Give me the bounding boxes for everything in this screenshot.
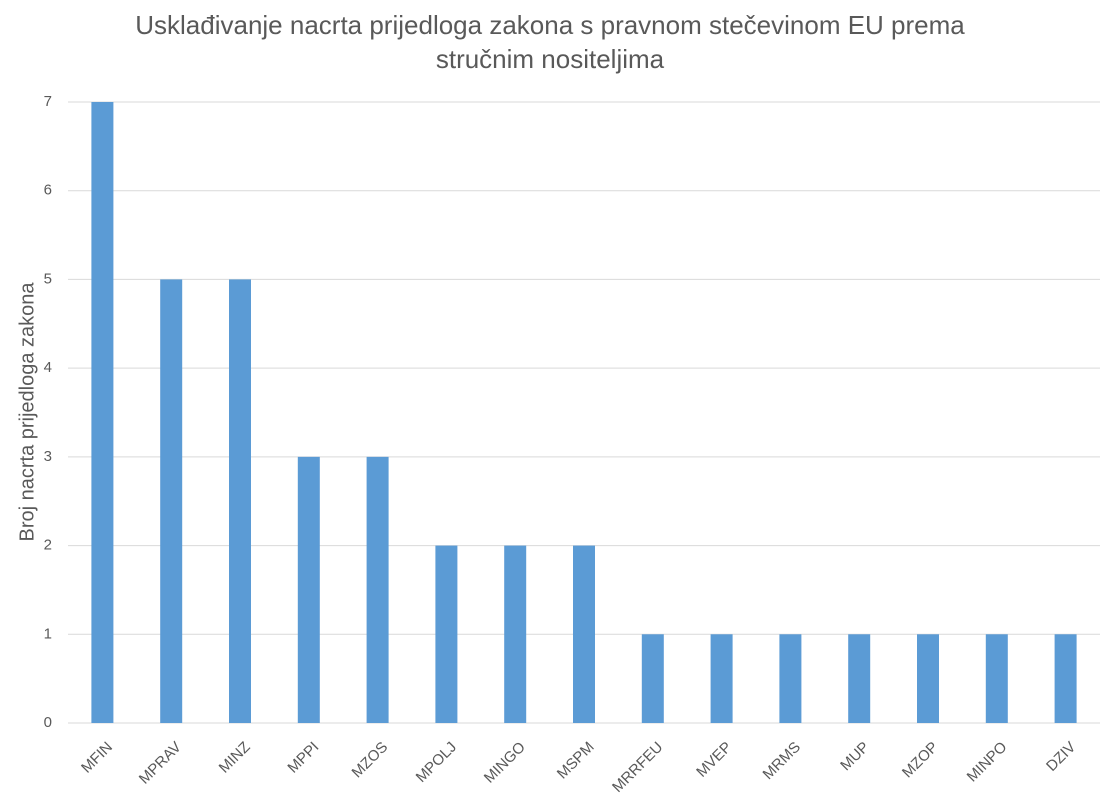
bar	[297, 456, 320, 723]
bar	[710, 634, 733, 723]
bar	[366, 456, 389, 723]
y-tick-label: 4	[44, 359, 52, 376]
y-tick-label: 6	[44, 182, 52, 199]
x-tick-label: MPOLJ	[413, 739, 460, 786]
x-tick-label: MZOS	[349, 739, 392, 782]
x-tick-label: DZIV	[1043, 739, 1079, 775]
x-tick-label: MRRFEU	[609, 739, 666, 796]
x-tick-label: MSPM	[554, 739, 598, 783]
x-tick-label: MUP	[837, 739, 873, 775]
bar	[229, 279, 251, 723]
x-tick-label: MINGO	[481, 739, 529, 787]
y-tick-label: 2	[44, 537, 52, 554]
bar	[779, 634, 802, 723]
x-tick-label: MRMS	[760, 739, 804, 783]
y-tick-label: 3	[44, 448, 52, 465]
y-tick-label: 1	[44, 625, 52, 642]
chart-title: Usklađivanje nacrta prijedloga zakona s …	[135, 10, 965, 74]
bar	[641, 634, 664, 723]
bar	[848, 634, 871, 723]
x-tick-label: MINZ	[216, 739, 254, 777]
x-tick-label: MPRAV	[136, 739, 185, 788]
y-tick-label: 5	[44, 270, 52, 287]
bar	[91, 102, 114, 723]
x-tick-label: MPPI	[284, 739, 322, 777]
bar	[160, 279, 183, 723]
bar	[917, 634, 939, 723]
x-tick-label: MVEP	[693, 739, 735, 781]
x-tick-label: MZOP	[899, 739, 942, 782]
y-tick-label: 0	[44, 714, 52, 731]
bar	[573, 545, 595, 723]
bar	[1054, 634, 1077, 723]
x-tick-label: MFIN	[78, 739, 116, 777]
y-tick-label: 7	[44, 93, 52, 110]
bar	[435, 545, 458, 723]
y-axis-label: Broj nacrta prijedloga zakona	[16, 282, 38, 542]
bar	[504, 545, 527, 723]
x-tick-label: MINPO	[964, 739, 1011, 786]
bar	[985, 634, 1008, 723]
